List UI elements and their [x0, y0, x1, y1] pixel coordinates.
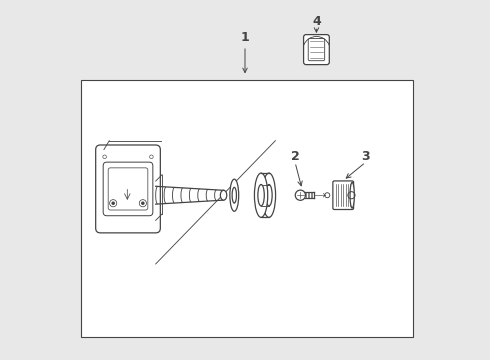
Ellipse shape [220, 190, 227, 200]
Ellipse shape [262, 173, 275, 217]
Ellipse shape [230, 179, 239, 211]
Ellipse shape [254, 173, 268, 217]
Circle shape [112, 202, 114, 204]
FancyBboxPatch shape [96, 145, 160, 233]
Ellipse shape [350, 183, 354, 208]
Ellipse shape [232, 187, 237, 203]
FancyBboxPatch shape [304, 35, 329, 64]
Text: 2: 2 [291, 150, 299, 163]
Ellipse shape [258, 185, 264, 206]
Text: 3: 3 [362, 150, 370, 163]
FancyBboxPatch shape [308, 39, 325, 61]
Ellipse shape [266, 185, 272, 206]
Text: 1: 1 [241, 31, 249, 44]
FancyBboxPatch shape [333, 181, 354, 210]
Bar [81, 80, 413, 337]
FancyBboxPatch shape [108, 168, 148, 210]
Circle shape [142, 202, 144, 204]
Text: 4: 4 [312, 14, 321, 27]
FancyBboxPatch shape [103, 162, 153, 216]
